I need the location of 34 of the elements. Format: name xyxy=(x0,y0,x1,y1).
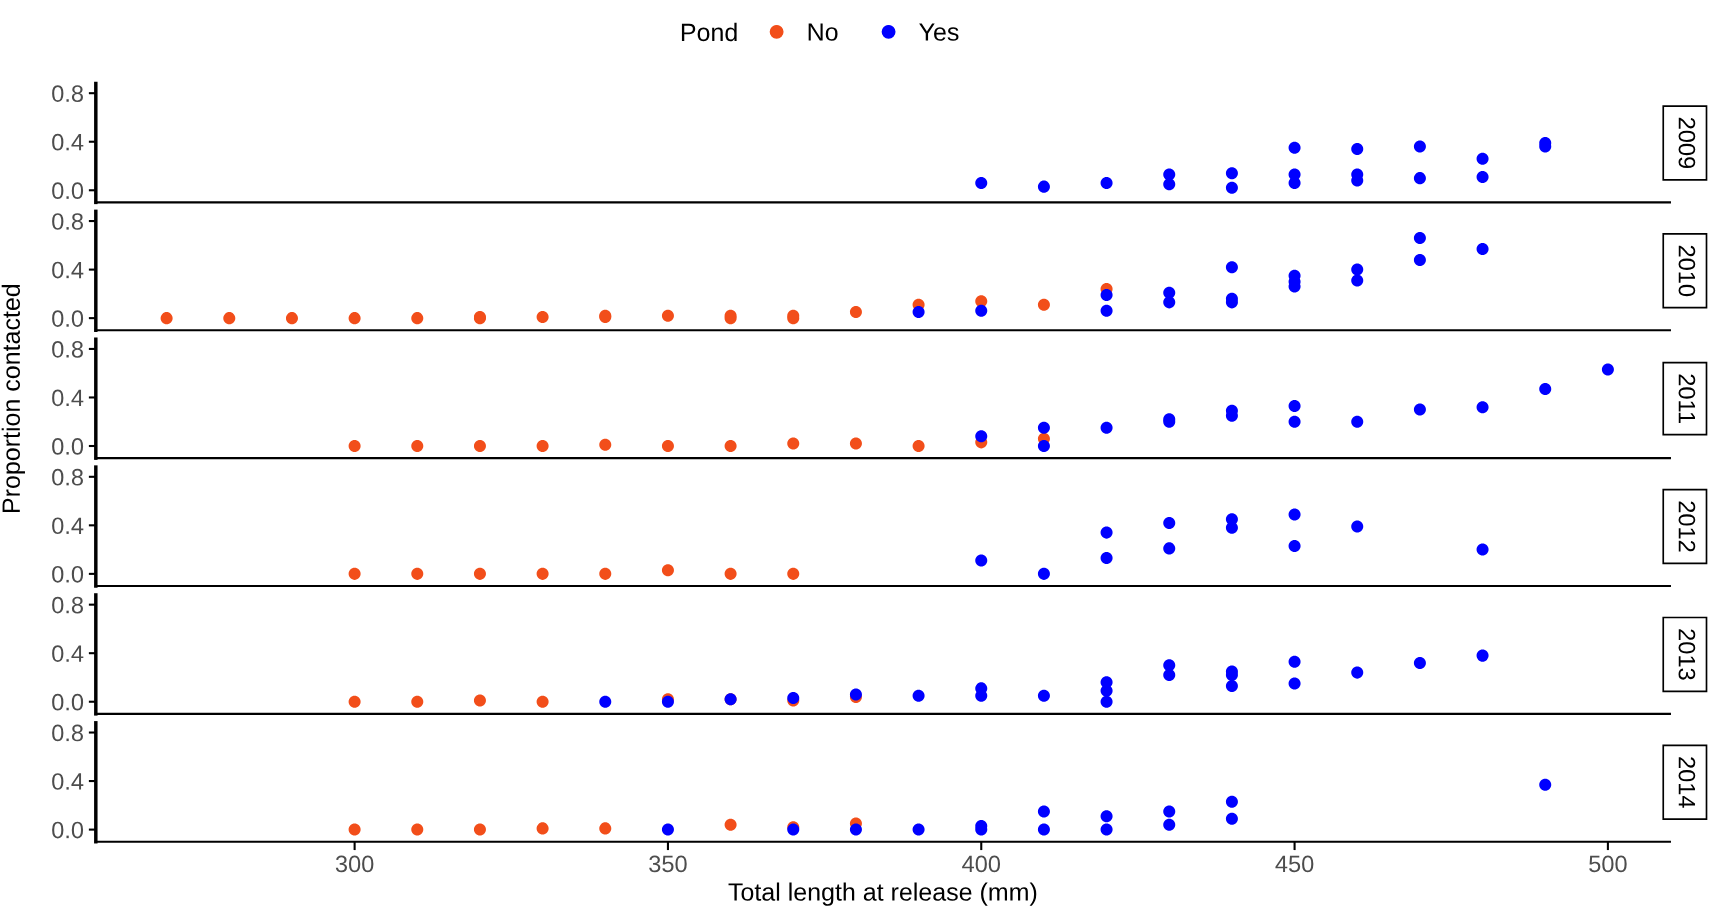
text: 2010 xyxy=(1678,245,1696,297)
y-tick-label: 0.0 xyxy=(52,438,84,455)
text: 2011 xyxy=(1678,374,1696,423)
y-tick-label: 0.4 xyxy=(52,517,84,535)
text: 2009 xyxy=(1678,117,1696,169)
y-tick-label: 0.4 xyxy=(52,133,84,151)
y-tick-label: 0.0 xyxy=(52,310,84,327)
x-axis-title: Total length at release (mm) xyxy=(728,882,1037,906)
y-tick-label: 0.0 xyxy=(52,565,84,583)
text: 2014 xyxy=(1678,757,1696,808)
legend-label: Yes xyxy=(919,23,959,41)
text: 2013 xyxy=(1678,629,1696,680)
legend-label: No xyxy=(808,23,838,41)
y-tick-label: 0.8 xyxy=(52,468,83,486)
x-tick-label: 400 xyxy=(962,855,1001,873)
y-tick-label: 0.4 xyxy=(52,389,84,407)
y-tick-label: 0.4 xyxy=(52,261,84,279)
legend-title: Pond xyxy=(681,22,737,42)
y-tick-label: 0.0 xyxy=(52,821,84,839)
text: 2012 xyxy=(1678,501,1696,552)
x-tick-label: 350 xyxy=(649,855,687,873)
x-tick-label: 300 xyxy=(335,855,374,873)
y-tick-label: 0.8 xyxy=(52,724,83,742)
y-tick-label: 0.4 xyxy=(52,773,84,790)
y-tick-label: 0.0 xyxy=(52,693,84,711)
y-tick-label: 0.8 xyxy=(52,213,83,230)
x-tick-label: 500 xyxy=(1589,855,1627,873)
y-tick-label: 0.8 xyxy=(52,85,83,102)
y-tick-label: 0.0 xyxy=(52,182,84,200)
y-tick-label: 0.8 xyxy=(52,596,83,614)
y-tick-label: 0.8 xyxy=(52,341,83,358)
x-tick-label: 450 xyxy=(1275,855,1314,873)
y-axis-title: Proportion contacted xyxy=(1,284,25,512)
y-tick-label: 0.4 xyxy=(52,645,84,662)
